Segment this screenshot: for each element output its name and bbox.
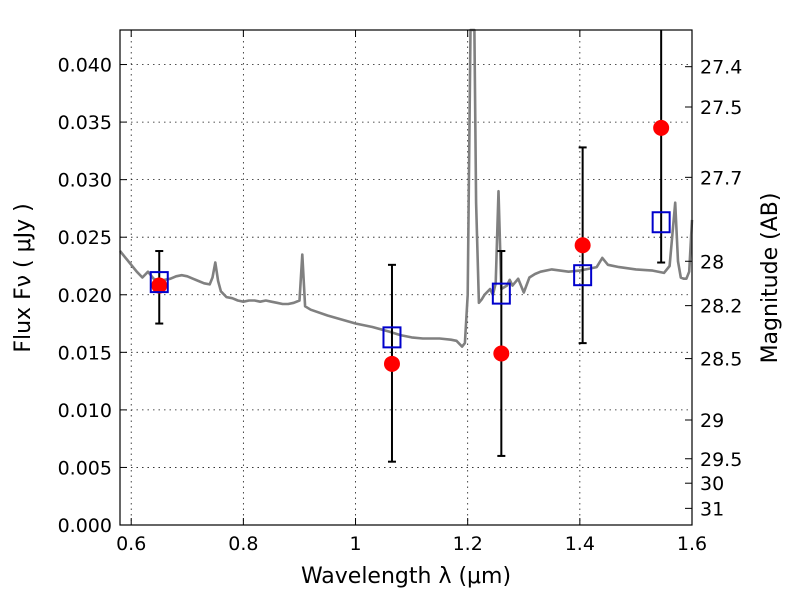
tick-layer: 0.6 0.8 1 1.2 1.4 1.6 0.000 0.005 0.010 0.015 0.02… (58, 30, 742, 555)
y2-tick-label: 28.5 (700, 349, 742, 371)
x-tick-label: 0.6 (116, 533, 146, 555)
plot-frame (119, 29, 693, 526)
y2-tick-label: 27.4 (700, 57, 742, 79)
y2-tick-label: 27.7 (700, 167, 742, 189)
y-tick-label: 0.035 (58, 112, 112, 134)
y-tick-label: 0.030 (58, 170, 112, 192)
x-tick-label: 1 (349, 533, 361, 555)
photometry-point (151, 277, 168, 294)
x-tick-label: 1.4 (565, 533, 595, 555)
model-point (491, 282, 511, 305)
y-tick-label: 0.000 (58, 515, 112, 537)
y-tick-label: 0.015 (58, 342, 112, 364)
model-point (573, 264, 593, 287)
y-tick-label: 0.025 (58, 227, 112, 249)
marker-layer (149, 119, 671, 372)
model-point (382, 326, 402, 349)
y2-tick-label: 29.5 (700, 449, 742, 471)
y2-tick-label: 27.5 (700, 97, 742, 119)
y2-tick-label: 28 (700, 251, 724, 273)
spectrum-line (118, 28, 694, 348)
model-point (149, 271, 169, 294)
y2-tick-label: 29 (700, 410, 724, 432)
y-tick-label: 0.010 (58, 400, 112, 422)
y2-tick-label: 31 (700, 498, 724, 520)
model-point (651, 211, 671, 234)
photometry-point (493, 345, 510, 362)
x-axis-title: Wavelength λ (μm) (301, 564, 511, 589)
y2-axis-title: Magnitude (AB) (758, 193, 783, 364)
grid-lines (120, 30, 692, 525)
y2-tick-label: 28.2 (700, 296, 742, 318)
photometry-point (653, 119, 670, 136)
y-tick-label: 0.020 (58, 285, 112, 307)
y2-tick-label: 30 (700, 473, 724, 495)
photometry-point (574, 237, 591, 254)
x-tick-label: 1.6 (677, 533, 707, 555)
y-axis-title: Flux Fν ( μJy ) (11, 203, 36, 352)
x-tick-label: 0.8 (228, 533, 258, 555)
photometry-point (383, 355, 400, 372)
x-tick-label: 1.2 (453, 533, 483, 555)
spectrum-layer (118, 28, 694, 348)
y-tick-label: 0.040 (58, 55, 112, 77)
y-tick-label: 0.005 (58, 457, 112, 479)
